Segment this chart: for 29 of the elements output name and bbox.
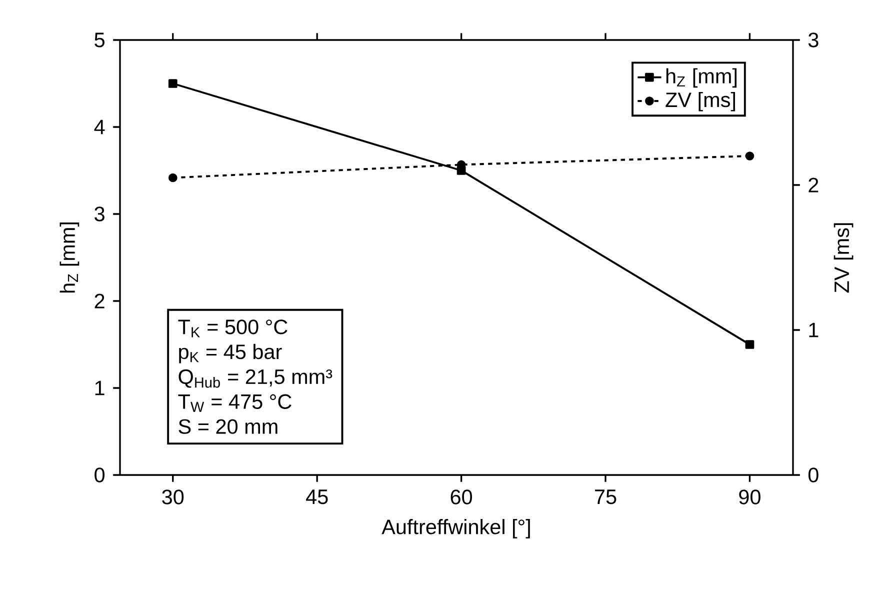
point xyxy=(745,340,754,349)
y2-tick-label: 0 xyxy=(808,468,818,482)
x-tick-label: 75 xyxy=(595,490,616,504)
point xyxy=(168,173,178,182)
y2-axis-title: ZV [ms] xyxy=(834,223,854,293)
point xyxy=(745,152,754,160)
y-tick-label: 5 xyxy=(94,32,104,48)
x-tick-label: 60 xyxy=(450,490,472,504)
y-tick-label: 2 xyxy=(94,294,104,308)
y-tick-label: 4 xyxy=(94,120,105,134)
y2-tick-label: 3 xyxy=(808,32,818,48)
y-tick-label: 1 xyxy=(95,380,104,396)
annotation: T$_{W}$ = 475 °C xyxy=(178,394,292,412)
y2-tick-label: 2 xyxy=(808,178,818,192)
x-tick-label: 45 xyxy=(306,490,328,504)
legend-label: ZV [ms] xyxy=(666,92,735,112)
annotation: p$_{K}$ = 45 bar xyxy=(179,344,282,364)
legend-label: h$_{Z}$ [mm] xyxy=(666,68,737,88)
y2-tick-label: 1 xyxy=(809,322,818,338)
x-axis-title: Auftreffwinkel [°] xyxy=(382,519,530,538)
x-tick-label: 90 xyxy=(739,490,760,504)
point xyxy=(168,79,178,88)
y-tick-label: 3 xyxy=(94,206,104,222)
annotation: T$_{K}$ = 500 °C xyxy=(178,320,288,338)
y-axis-title: h$_{Z}$ [mm] xyxy=(60,222,80,293)
annotation: Q$_{Hub}$ = 21,5 mm³ xyxy=(178,369,332,388)
x-tick-label: 30 xyxy=(162,490,184,504)
annotation: S = 20 mm xyxy=(178,419,278,434)
y-tick-label: 0 xyxy=(94,468,105,482)
